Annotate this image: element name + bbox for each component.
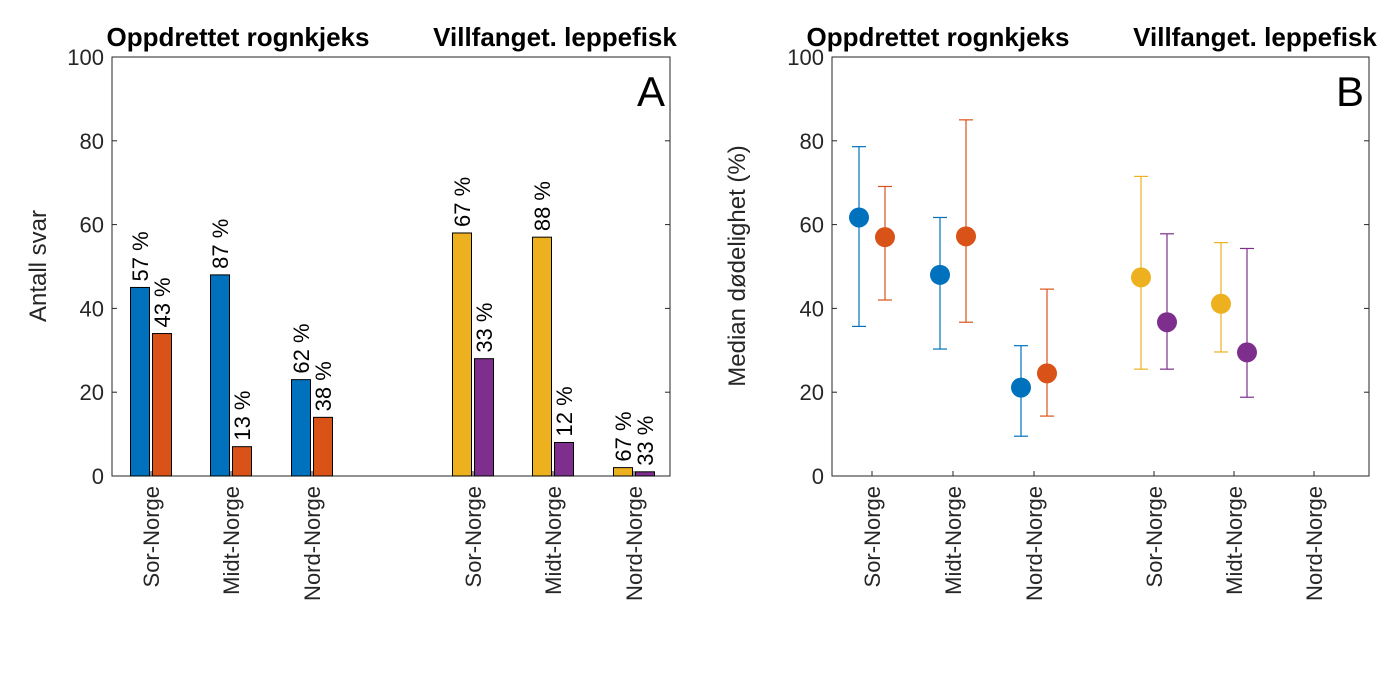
bar-percent-label: 43 % — [150, 277, 175, 327]
median-marker — [1157, 312, 1177, 333]
panel-a-y-axis-label: Antall svar — [25, 210, 52, 322]
panel-b-errorbar-chart: Oppdrettet rognkjeks Villfanget. leppefi… — [724, 22, 1377, 601]
panel-b-x-tick-label: Sor-Norge — [1142, 486, 1167, 587]
panel-b-group-title-1: Oppdrettet rognkjeks — [807, 22, 1070, 52]
panel-a-y-tick-label: 60 — [80, 213, 104, 238]
bar — [474, 358, 494, 477]
error-bar — [959, 119, 973, 323]
panel-a-x-tick-label: Midt-Norge — [219, 486, 244, 595]
panel-b-letter: B — [1336, 68, 1364, 115]
panel-b-axes-box — [831, 56, 1370, 477]
bar-percent-label: 33 % — [633, 416, 658, 466]
error-bar — [1240, 247, 1254, 398]
bar-percent-label: 33 % — [472, 303, 497, 353]
bar-percent-label: 87 % — [208, 219, 233, 269]
median-marker — [875, 227, 895, 248]
panel-a-y-ticks: 0 20 40 60 80 100 — [67, 45, 670, 489]
bar — [452, 232, 472, 477]
bar-percent-label: 57 % — [128, 231, 153, 281]
bar-percent-label: 67 % — [450, 177, 475, 227]
panel-a-y-tick-label: 0 — [92, 464, 104, 489]
panel-b-y-tick-label: 100 — [787, 45, 824, 70]
bar — [554, 441, 574, 477]
median-marker — [1211, 293, 1231, 314]
panel-b-y-tick-label: 0 — [812, 464, 824, 489]
panel-b-y-tick-label: 80 — [800, 129, 824, 154]
panel-a-x-tick-label: Nord-Norge — [300, 486, 325, 601]
panel-b-y-tick-label: 40 — [800, 296, 824, 321]
bar-percent-label: 88 % — [530, 181, 555, 231]
median-marker — [849, 207, 869, 228]
median-marker — [1037, 363, 1057, 384]
panel-a-x-ticks: Sor-Norge Midt-Norge Nord-Norge Sor-Norge Mi… — [139, 471, 647, 601]
panel-a-axes-box — [111, 56, 671, 477]
panel-b-y-tick-label: 20 — [800, 380, 824, 405]
bar — [232, 446, 252, 477]
panel-a-y-tick-label: 20 — [80, 380, 104, 405]
bar — [635, 471, 655, 477]
panel-a-percent-labels: 57 % 87 %62 %43 %13 %38 %67 % 88 %67 %33 %… — [128, 177, 658, 466]
bar — [532, 236, 552, 477]
bar — [291, 379, 311, 477]
median-marker — [930, 264, 950, 285]
panel-a-y-tick-label: 80 — [80, 129, 104, 154]
panel-a-group-title-2: Villfanget. leppefisk — [433, 22, 677, 52]
panel-b-x-tick-label: Midt-Norge — [1222, 486, 1247, 595]
panel-b-y-axis-label: Median dødelighet (%) — [724, 145, 751, 386]
error-bar — [1040, 288, 1054, 417]
bar-percent-label: 12 % — [552, 386, 577, 436]
panel-b-x-tick-label: Sor-Norge — [860, 486, 885, 587]
bar — [613, 467, 633, 477]
error-bar — [1160, 233, 1174, 370]
panel-b-markers — [849, 207, 1257, 398]
bar-percent-label: 62 % — [289, 323, 314, 373]
median-marker — [1011, 377, 1031, 398]
panel-a-letter: A — [637, 68, 665, 115]
panel-a-x-tick-label: Midt-Norge — [541, 486, 566, 595]
panel-b-x-tick-label: Nord-Norge — [1302, 486, 1327, 601]
median-marker — [1131, 267, 1151, 288]
panel-b-group-title-2: Villfanget. leppefisk — [1133, 22, 1377, 52]
panel-a-y-tick-label: 40 — [80, 296, 104, 321]
bar — [313, 416, 333, 477]
panel-b-x-ticks: Sor-Norge Midt-Norge Nord-Norge Sor-Norge Mi… — [860, 471, 1327, 601]
panel-a-bar-chart: Oppdrettet rognkjeks Villfanget. leppefi… — [25, 22, 677, 601]
panel-b-x-tick-label: Midt-Norge — [941, 486, 966, 595]
panel-a-bars — [130, 232, 655, 477]
bar — [152, 333, 172, 477]
panel-a-x-tick-label: Nord-Norge — [622, 486, 647, 601]
bar — [210, 274, 230, 477]
panel-a-y-tick-label: 100 — [67, 45, 104, 70]
error-bar — [852, 146, 866, 328]
panel-b-x-tick-label: Nord-Norge — [1022, 486, 1047, 601]
bar — [130, 286, 150, 477]
bar-percent-label: 38 % — [311, 361, 336, 411]
bar-percent-label: 67 % — [611, 411, 636, 461]
panel-a-x-tick-label: Sor-Norge — [461, 486, 486, 587]
panel-b-y-ticks: 0 20 40 60 80 100 — [787, 45, 1369, 489]
median-marker — [1237, 342, 1257, 363]
median-marker — [956, 226, 976, 247]
panel-a-x-tick-label: Sor-Norge — [139, 486, 164, 587]
panel-a-group-title-1: Oppdrettet rognkjeks — [107, 22, 370, 52]
panel-b-y-tick-label: 60 — [800, 213, 824, 238]
bar-percent-label: 13 % — [230, 391, 255, 441]
